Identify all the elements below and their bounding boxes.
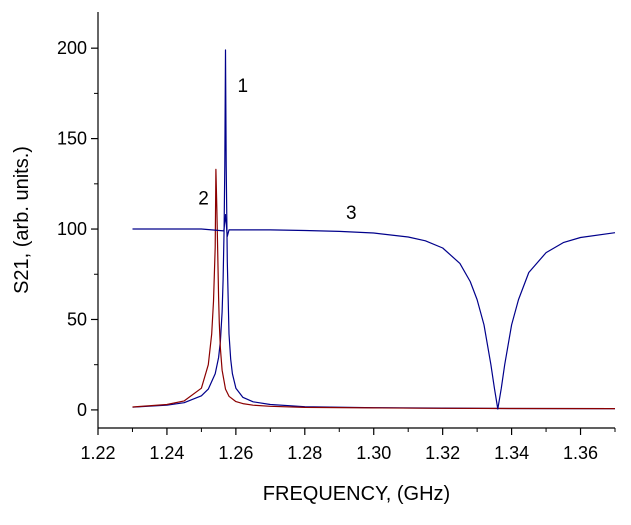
y-tick-label: 0 (77, 400, 87, 420)
y-tick-label: 200 (57, 38, 87, 58)
series-layer (132, 49, 616, 410)
x-tick-label: 1.28 (287, 443, 322, 463)
x-tick-label: 1.24 (149, 443, 184, 463)
series-2-line (132, 168, 616, 410)
x-tick-label: 1.26 (218, 443, 253, 463)
curve-label-1: 1 (238, 76, 249, 97)
series-3-line (132, 214, 616, 410)
x-axis-ticks: 1.22 1.24 1.26 1.28 1.30 1.32 1.34 1.36 (80, 428, 616, 463)
y-tick-label: 50 (67, 309, 87, 329)
y-axis-ticks: 0 50 100 150 200 (57, 38, 98, 420)
x-tick-label: 1.36 (563, 443, 598, 463)
plot-frame (97, 12, 615, 429)
x-tick-label: 1.34 (494, 443, 529, 463)
x-tick-label: 1.32 (425, 443, 460, 463)
x-axis-title: FREQUENCY, (GHz) (263, 483, 450, 505)
x-tick-label: 1.22 (80, 443, 115, 463)
y-axis-title: S21, (arb. units.) (11, 146, 33, 294)
curve-label-2: 2 (198, 188, 209, 209)
y-tick-label: 150 (57, 129, 87, 149)
series-1-line (132, 49, 616, 410)
curve-labels: 1 2 3 (198, 76, 356, 224)
x-tick-label: 1.30 (356, 443, 391, 463)
y-tick-label: 100 (57, 219, 87, 239)
curve-label-3: 3 (346, 203, 357, 224)
